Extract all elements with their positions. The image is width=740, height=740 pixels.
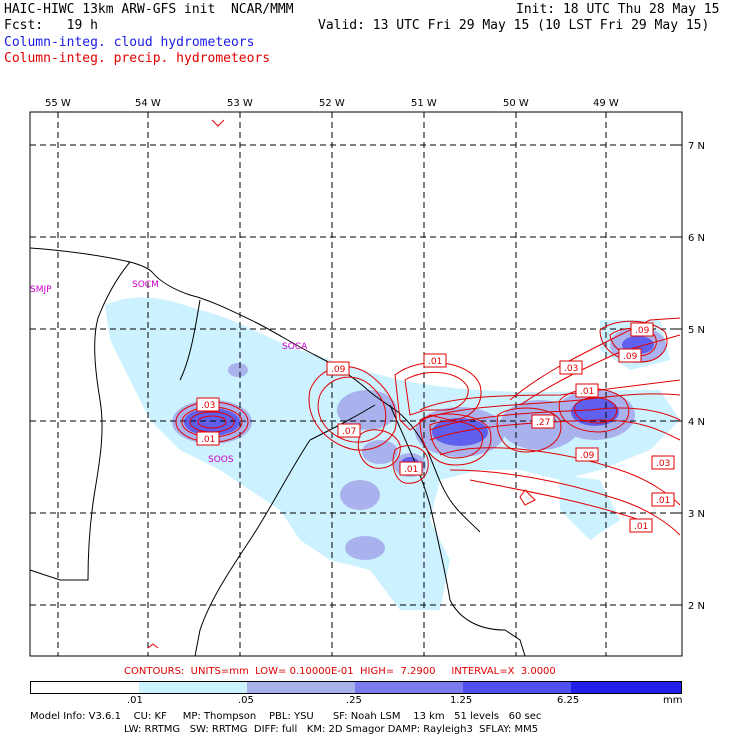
colorbar-tick: 6.25 xyxy=(557,695,580,706)
contour-label: .01 xyxy=(423,353,447,368)
colorbar-segment xyxy=(31,682,139,693)
svg-text:.09: .09 xyxy=(623,352,638,362)
svg-text:.09: .09 xyxy=(580,451,595,461)
colorbar-tick: .01 xyxy=(127,695,143,706)
cloud-fill-dark xyxy=(184,336,654,473)
contour-label: .03 xyxy=(559,360,583,375)
contours-legend: CONTOURS: UNITS=mm LOW= 0.10000E-01 HIGH… xyxy=(124,666,556,677)
cloud-field-label: Column-integ. cloud hydrometeors xyxy=(4,35,255,50)
lat-label: 4 N xyxy=(688,417,705,428)
lat-label: 2 N xyxy=(688,601,705,612)
contour-label: .09 xyxy=(630,322,654,337)
svg-text:.01: .01 xyxy=(656,496,670,506)
colorbar-tick: 1.25 xyxy=(450,695,473,706)
valid-time: Valid: 13 UTC Fri 29 May 15 (10 LST Fri … xyxy=(318,18,710,33)
station-label: SOCA xyxy=(282,342,308,352)
svg-text:.01: .01 xyxy=(201,435,215,445)
axis-ticks xyxy=(57,112,682,606)
contour-label: .01 xyxy=(399,461,423,476)
model-info-line2: LW: RRTMG SW: RRTMG DIFF: full KM: 2D Sm… xyxy=(124,724,539,735)
colorbar-segment xyxy=(139,682,247,693)
contour-label: .09 xyxy=(575,447,599,462)
lon-label: 53 W xyxy=(227,98,253,109)
svg-text:.09: .09 xyxy=(331,365,346,375)
lat-label: 6 N xyxy=(688,233,705,244)
svg-text:.03: .03 xyxy=(201,401,215,411)
svg-text:.01: .01 xyxy=(634,522,648,532)
contour-label: .01 xyxy=(629,518,653,533)
contour-label: .03 xyxy=(651,455,675,470)
svg-text:.07: .07 xyxy=(342,427,356,437)
graticule xyxy=(30,112,682,656)
contour-label: .03 xyxy=(196,397,220,412)
colorbar-segment xyxy=(571,682,681,693)
station-label: SOCM xyxy=(132,280,159,290)
colorbar-segment xyxy=(247,682,355,693)
contour-label: .09 xyxy=(618,348,642,363)
station-label: SMJP xyxy=(30,285,52,295)
lon-label: 50 W xyxy=(503,98,529,109)
contour-label: .01 xyxy=(651,492,675,507)
lon-label: 55 W xyxy=(45,98,71,109)
svg-text:.09: .09 xyxy=(635,326,650,336)
colorbar-segment xyxy=(463,682,571,693)
svg-text:.01: .01 xyxy=(428,357,442,367)
station-label: SOOS xyxy=(208,455,234,465)
svg-text:.01: .01 xyxy=(404,465,418,475)
lon-label: 49 W xyxy=(593,98,619,109)
colorbar-tick: .05 xyxy=(238,695,254,706)
lon-label: 54 W xyxy=(135,98,161,109)
lat-label: 7 N xyxy=(688,141,705,152)
forecast-hour: Fcst: 19 h xyxy=(4,18,98,33)
init-time: Init: 18 UTC Thu 28 May 15 xyxy=(516,2,720,17)
colorbar-units: mm xyxy=(663,695,683,706)
contour-label: .07 xyxy=(337,423,361,438)
model-info-line1: Model Info: V3.6.1 CU: KF MP: Thompson P… xyxy=(30,711,542,722)
map-frame xyxy=(29,111,683,657)
svg-text:.03: .03 xyxy=(656,459,670,469)
precip-field-label: Column-integ. precip. hydrometeors xyxy=(4,51,271,66)
colorbar-segment xyxy=(355,682,463,693)
contour-label: .01 xyxy=(196,431,220,446)
contour-label: .01 xyxy=(575,383,599,398)
lat-label: 5 N xyxy=(688,325,705,336)
contour-label: .27 xyxy=(531,414,555,429)
contour-label: .09 xyxy=(326,361,350,376)
colorbar xyxy=(30,681,682,694)
svg-text:.27: .27 xyxy=(536,418,550,428)
model-title: HAIC-HIWC 13km ARW-GFS init NCAR/MMM xyxy=(4,2,294,17)
lon-label: 51 W xyxy=(411,98,437,109)
svg-text:.01: .01 xyxy=(580,387,594,397)
coastline xyxy=(29,247,526,657)
svg-text:.03: .03 xyxy=(564,364,578,374)
lat-label: 3 N xyxy=(688,509,705,520)
lon-label: 52 W xyxy=(319,98,345,109)
colorbar-tick: .25 xyxy=(346,695,362,706)
